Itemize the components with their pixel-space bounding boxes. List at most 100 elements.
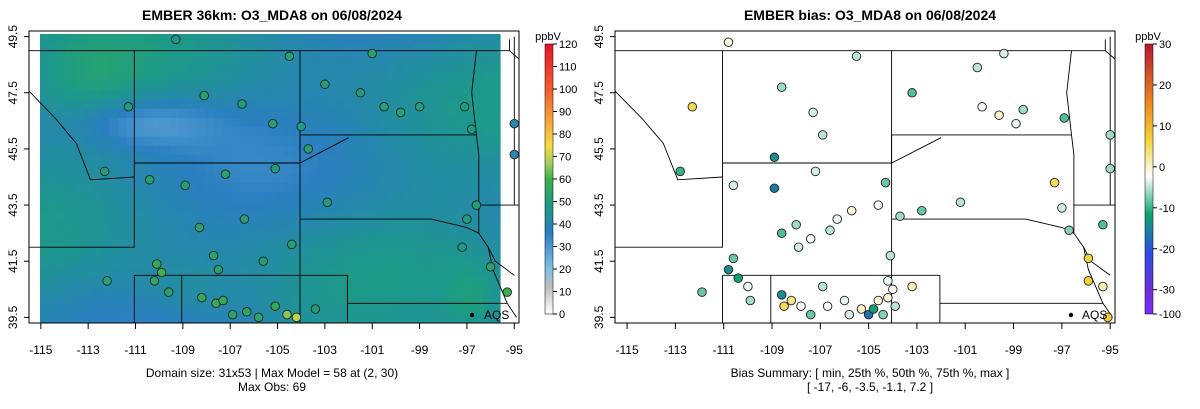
station-point: [895, 211, 905, 222]
state-border-line: [29, 90, 135, 181]
station-point: [846, 205, 857, 216]
station-point: [880, 177, 891, 188]
station-point: [779, 301, 789, 311]
colorbar-tick-label: 60: [559, 174, 571, 186]
station-point: [796, 301, 806, 311]
station-point: [502, 287, 512, 297]
state-border-line: [300, 218, 479, 234]
station-point: [825, 225, 835, 236]
left-map-frame: [28, 30, 520, 324]
state-border-line: [29, 177, 135, 248]
right-stations: [675, 37, 1115, 323]
x-tick-label: -111: [124, 343, 147, 357]
right-caption-line1: Bias Summary: [ min, 25th %, 50th %, 75t…: [731, 366, 1010, 380]
x-tick-label: -109: [760, 343, 784, 357]
station-point: [163, 287, 174, 297]
station-point: [213, 264, 224, 275]
station-point: [723, 264, 734, 275]
x-tick-label: -99: [411, 343, 429, 357]
colorbar-tick-label: 110: [559, 62, 577, 74]
station-point: [868, 304, 879, 314]
station-point: [839, 295, 850, 306]
station-point: [907, 281, 917, 292]
station-point: [296, 121, 306, 132]
x-tick-label: -97: [458, 343, 476, 357]
station-point: [287, 239, 297, 250]
x-tick-label: -113: [664, 343, 687, 357]
y-tick-label: 49.5: [6, 25, 20, 49]
colorbar-tick-label: 120: [559, 39, 577, 51]
station-point: [1083, 276, 1094, 286]
station-point: [1018, 104, 1028, 115]
state-border-line: [615, 90, 723, 181]
station-point: [239, 214, 250, 224]
y-tick-label: 45.5: [592, 137, 606, 161]
station-point: [675, 166, 685, 177]
station-point: [367, 48, 377, 59]
station-point: [805, 309, 816, 320]
colorbar-tick-label: 50: [559, 197, 571, 209]
station-point: [471, 200, 482, 210]
station-point: [268, 118, 278, 129]
station-point: [776, 228, 787, 238]
state-border-line: [509, 39, 519, 60]
x-tick-label: -111: [713, 343, 736, 357]
colorbar-tick-label: -10: [1159, 203, 1175, 215]
x-tick-label: -103: [905, 343, 929, 357]
state-border-line: [487, 246, 515, 276]
state-border-line: [1066, 50, 1104, 304]
station-point: [972, 62, 983, 73]
station-point: [270, 301, 280, 311]
x-tick-label: -95: [1101, 343, 1119, 357]
colorbar-tick-label: 10: [559, 287, 571, 299]
x-tick-label: -107: [218, 343, 242, 357]
right-colorbar-unit: ppbV: [1135, 31, 1161, 43]
y-tick-label: 39.5: [6, 305, 20, 329]
y-tick-label: 43.5: [6, 193, 20, 217]
station-point: [355, 88, 366, 98]
station-point: [776, 290, 787, 300]
right-aqs-label: AQS: [1082, 308, 1107, 322]
station-point: [873, 295, 884, 306]
station-point: [457, 242, 467, 252]
y-tick-label: 39.5: [592, 305, 606, 329]
x-tick-label: -97: [1053, 343, 1071, 357]
station-point: [917, 205, 927, 216]
station-point: [194, 222, 205, 233]
station-point: [745, 295, 756, 306]
station-point: [237, 99, 247, 109]
station-point: [890, 301, 900, 311]
station-point: [310, 304, 321, 314]
station-point: [102, 276, 112, 286]
x-tick-label: -95: [506, 343, 524, 357]
left-panel: EMBER 36km: O3_MDA8 on 06/08/2024 -115 -1…: [6, 7, 577, 394]
colorbar-tick-label: 40: [559, 219, 571, 231]
colorbar-tick-label: 0: [559, 309, 565, 321]
station-point: [888, 284, 898, 295]
colorbar-tick-label: -30: [1159, 285, 1175, 297]
station-point: [873, 200, 884, 210]
station-point: [199, 90, 209, 101]
station-point: [156, 267, 167, 278]
station-point: [786, 295, 797, 306]
colorbar-tick-label: 100: [559, 84, 577, 96]
right-map-frame: [614, 30, 1116, 324]
station-point: [878, 309, 888, 320]
left-colorbar-ramp: [544, 43, 554, 315]
aqs-marker-icon: [469, 312, 475, 318]
left-colorbar: ppbV 0 10 20 30 40 50 60 70 80 90 100 110 120: [535, 31, 577, 321]
station-point: [509, 118, 520, 129]
station-point: [1057, 203, 1067, 213]
station-point: [242, 307, 252, 317]
y-tick-label: 41.5: [592, 249, 606, 273]
x-tick-label: -107: [808, 343, 832, 357]
station-point: [466, 124, 477, 135]
station-point: [808, 107, 818, 118]
colorbar-tick-label: 30: [1159, 39, 1171, 51]
x-tick-label: -115: [29, 343, 52, 357]
station-point: [218, 295, 228, 306]
right-axes: -115 -113 -111 -109 -107 -105 -103 -101 -99 -97 -9…: [592, 25, 1119, 357]
station-point: [180, 180, 190, 191]
station-point: [1105, 130, 1115, 140]
